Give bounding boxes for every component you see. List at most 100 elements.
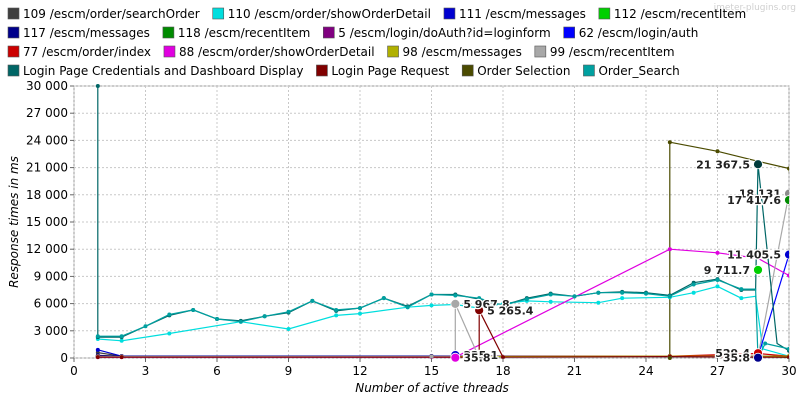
- point-order-search: [381, 296, 386, 301]
- marker-point: [753, 159, 763, 170]
- y-axis-label: Response times in ms: [7, 156, 21, 288]
- point-110-escm-order-showorderdetail: [715, 284, 720, 289]
- point-order-search: [405, 305, 410, 310]
- data-label: 35.8: [723, 352, 750, 365]
- point-99-escm-recentitem: [429, 354, 434, 359]
- legend-label: 112 /escm/recentItem: [614, 7, 746, 21]
- legend-label: 5 /escm/login/doAuth?id=loginform: [338, 26, 550, 40]
- data-label: 5 967.8: [463, 298, 509, 311]
- point-login-page-request: [501, 355, 505, 360]
- x-tick-label: 12: [352, 364, 367, 378]
- legend-item-login-page-credentials-and-dashboard-display: Login Page Credentials and Dashboard Dis…: [7, 64, 303, 78]
- legend-item-117-escm-messages: 117 /escm/messages: [7, 26, 150, 40]
- point-order-search: [596, 290, 601, 295]
- marker-point: [474, 305, 485, 316]
- data-label: 9 711.7: [704, 264, 750, 277]
- point-order-search: [763, 341, 768, 346]
- y-tick-label: 0: [60, 351, 68, 365]
- legend-label: Login Page Request: [331, 64, 449, 78]
- point-110-escm-order-showorderdetail: [691, 290, 696, 295]
- legend-swatch: [163, 45, 176, 58]
- legend-swatch: [316, 64, 328, 77]
- point-order-search: [453, 293, 458, 298]
- legend-label: Login Page Credentials and Dashboard Dis…: [23, 64, 303, 78]
- y-tick-label: 6 000: [34, 297, 68, 311]
- marker-point: [450, 352, 461, 362]
- point-order-search: [739, 287, 744, 292]
- y-tick-label: 21 000: [26, 161, 68, 175]
- legend-swatch: [583, 64, 595, 77]
- data-label: 21 367.5: [696, 158, 750, 171]
- point-order-search: [787, 346, 789, 351]
- point-order-search: [501, 303, 505, 308]
- point-order-search: [191, 307, 196, 312]
- x-tick-label: 21: [567, 364, 582, 378]
- x-tick-label: 3: [142, 364, 150, 378]
- legend: 109 /escm/order/searchOrder 110 /escm/ord…: [7, 7, 746, 78]
- legend-item-order-selection: Order Selection: [461, 64, 570, 78]
- y-tick-label: 24 000: [26, 133, 68, 147]
- point-order-search: [334, 307, 339, 312]
- y-tick-label: 12 000: [26, 242, 68, 256]
- point-order-search: [477, 296, 482, 301]
- legend-item-110-escm-order-showorderdetail: 110 /escm/order/showOrderDetail: [212, 7, 431, 21]
- point-order-search: [310, 298, 315, 303]
- point-88-escm-order-showorderdetail: [787, 273, 789, 278]
- legend-swatch: [563, 26, 575, 39]
- watermark: jmeter-plugins.org: [713, 3, 796, 13]
- point-order-search: [572, 294, 577, 299]
- legend-item-88-escm-order-showorderdetail: 88 /escm/order/showOrderDetail: [163, 45, 375, 59]
- y-axis: 0 3 000 6 000 9 000 12 000 15 000 18 000 21 000…: [26, 79, 74, 365]
- x-axis: 0 3 6 9 12 15 18 21 24 27 30: [70, 358, 797, 378]
- legend-label: 62 /escm/login/auth: [579, 26, 699, 40]
- marker-point: [753, 352, 763, 362]
- point-order-search: [715, 278, 720, 283]
- legend-label: 118 /escm/recentItem: [178, 26, 310, 40]
- point-110-escm-order-showorderdetail: [739, 296, 744, 301]
- legend-item-62-escm-login-auth: 62 /escm/login/auth: [563, 26, 699, 40]
- point-login-page-request: [95, 355, 100, 360]
- y-tick-label: 18 000: [26, 188, 68, 202]
- point-order-search: [238, 319, 243, 324]
- legend-swatch: [7, 26, 20, 39]
- data-label: 529.4: [715, 347, 750, 360]
- legend-swatch: [7, 64, 20, 77]
- data-label: 17 417.6: [727, 194, 781, 207]
- point-login-page-request: [477, 355, 482, 360]
- legend-label: 109 /escm/order/searchOrder: [23, 7, 200, 21]
- point-110-escm-order-showorderdetail: [286, 326, 291, 331]
- marker-point: [753, 265, 763, 275]
- point-order-search: [620, 290, 625, 295]
- legend-item-111-escm-messages: 111 /escm/messages: [443, 7, 586, 21]
- point-order-search: [358, 306, 362, 311]
- y-tick-label: 27 000: [26, 106, 68, 120]
- series-line-order-selection: [669, 141, 789, 358]
- point-order-search: [429, 292, 434, 297]
- legend-item-order-search: Order_Search: [583, 64, 680, 78]
- legend-item-5-escm-login-doauth-id-loginform: 5 /escm/login/doAuth?id=loginform: [322, 26, 551, 40]
- point-88-escm-order-showorderdetail: [715, 250, 720, 255]
- legend-swatch: [7, 7, 20, 20]
- x-tick-label: 30: [781, 364, 796, 378]
- marker-point: [784, 195, 789, 205]
- point-110-escm-order-showorderdetail: [119, 338, 124, 343]
- point-order-search: [667, 294, 672, 299]
- x-tick-label: 18: [495, 364, 510, 378]
- point-110-escm-order-showorderdetail: [429, 303, 434, 308]
- x-tick-label: 24: [638, 364, 653, 378]
- legend-swatch: [212, 7, 225, 20]
- legend-label: 111 /escm/messages: [459, 7, 586, 21]
- point-110-escm-order-showorderdetail: [596, 300, 601, 305]
- point-88-escm-order-showorderdetail: [667, 247, 672, 252]
- point-111-escm-messages: [95, 347, 100, 352]
- point-order-search: [644, 291, 648, 296]
- series-points: [95, 84, 789, 362]
- point-order-selection: [667, 140, 672, 145]
- x-tick-label: 9: [285, 364, 293, 378]
- x-axis-label: Number of active threads: [355, 381, 509, 395]
- legend-swatch: [322, 26, 335, 39]
- point-login-page-credentials-and-dashboard-display: [95, 84, 100, 88]
- data-label: 5 265.4: [487, 304, 534, 317]
- data-label: 325.1: [463, 349, 498, 362]
